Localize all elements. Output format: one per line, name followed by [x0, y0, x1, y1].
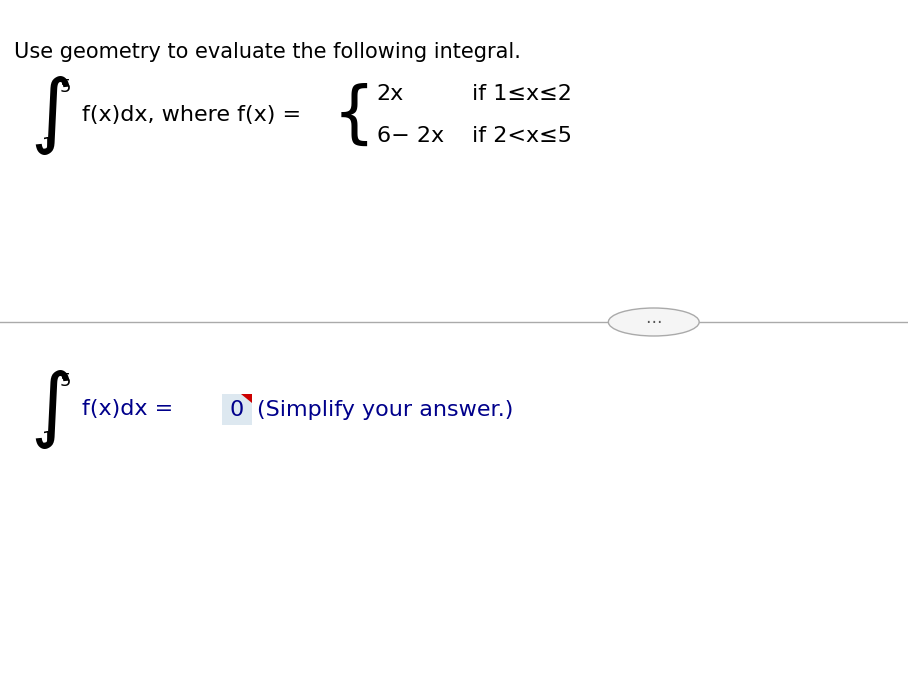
- Text: $\int$: $\int$: [30, 368, 70, 451]
- Text: 5: 5: [60, 372, 71, 391]
- Text: 1: 1: [43, 430, 54, 448]
- Text: f(x)dx, where f(x) =: f(x)dx, where f(x) =: [82, 106, 301, 125]
- Text: Use geometry to evaluate the following integral.: Use geometry to evaluate the following i…: [14, 42, 520, 62]
- Text: 0: 0: [230, 400, 244, 419]
- Text: 6− 2x: 6− 2x: [377, 127, 444, 146]
- Text: ⋯: ⋯: [646, 313, 662, 331]
- Text: (Simplify your answer.): (Simplify your answer.): [257, 400, 513, 419]
- Text: 1: 1: [43, 136, 54, 154]
- Text: 5: 5: [60, 78, 71, 97]
- Text: 2x: 2x: [377, 85, 404, 104]
- Polygon shape: [241, 394, 252, 402]
- Text: {: {: [333, 83, 375, 148]
- Text: if 1≤x≤2: if 1≤x≤2: [472, 85, 572, 104]
- FancyBboxPatch shape: [222, 394, 252, 425]
- Ellipse shape: [608, 308, 699, 336]
- Text: if 2<x≤5: if 2<x≤5: [472, 127, 572, 146]
- Text: f(x)dx =: f(x)dx =: [82, 400, 180, 419]
- Text: $\int$: $\int$: [30, 74, 70, 157]
